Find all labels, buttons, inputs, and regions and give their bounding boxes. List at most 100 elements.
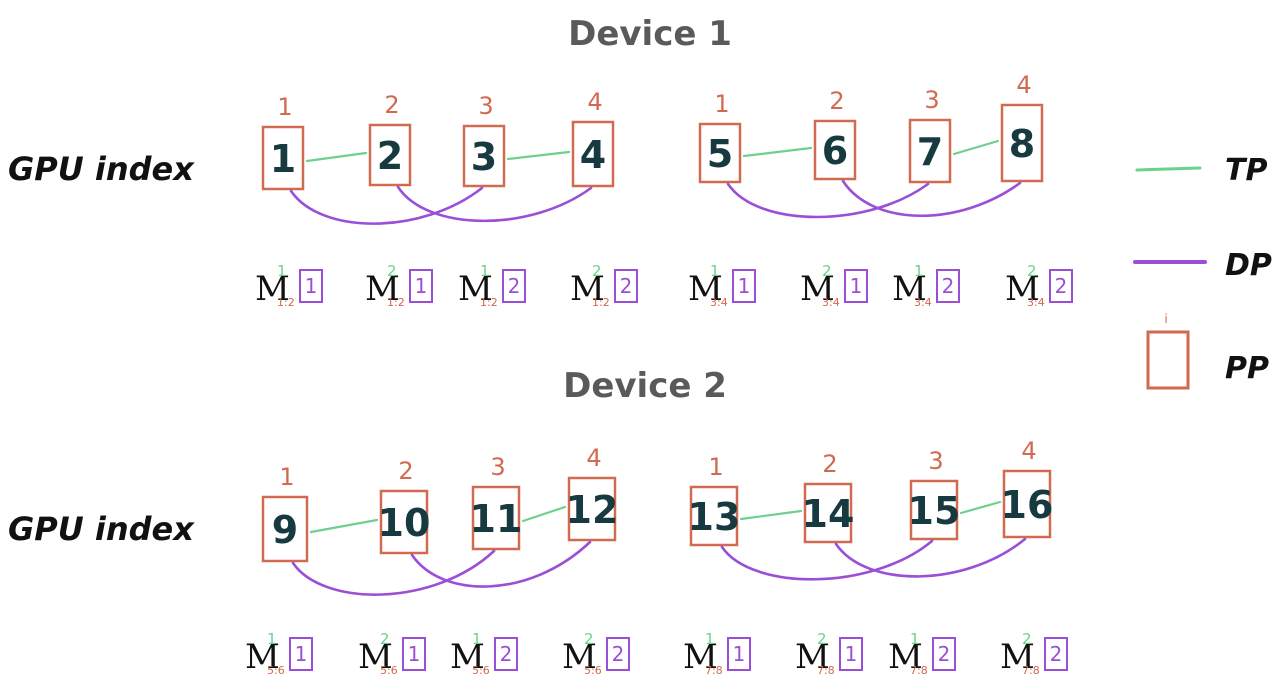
device-1-gpu-box-1 (261, 125, 305, 191)
device-2-model-symbol-2: M (358, 637, 393, 677)
device-2-tp-link-4 (959, 500, 1002, 515)
device-1-model-dp-rank-1: 1 (305, 274, 318, 298)
device-1-model-layer-range-2: 1:2 (387, 296, 405, 309)
device-2-gpu-box-9 (261, 495, 309, 563)
device-2-model-dp-rank-6: 1 (845, 642, 858, 666)
device-1-model-dp-rank-6: 1 (850, 274, 863, 298)
device-2-model-symbol-1: M (245, 637, 280, 677)
device-1-model-label-2: M2 1:2 1 (365, 262, 433, 309)
device-2-model-dp-rank-4: 2 (612, 642, 625, 666)
device-1-model-layer-range-8: 3:4 (1027, 296, 1045, 309)
device-2-model-layer-range-1: 5:6 (267, 664, 285, 677)
device-1-model-symbol-3: M (458, 269, 493, 309)
device-1-model-symbol-5: M (688, 269, 723, 309)
device-1-model-dp-bracket-8 (1049, 269, 1073, 303)
device-1-model-label-3: M1 1:2 2 (458, 262, 526, 309)
device-1-pp-index-3: 3 (478, 92, 493, 120)
device-2-gpu-number-14: 14 (802, 492, 855, 536)
device-2-model-label-7: M1 7:8 2 (888, 630, 956, 677)
device-1-model-tp-rank-5: 1 (710, 262, 720, 280)
device-2-gpu-box-12 (567, 476, 617, 542)
legend-pp-box (1146, 330, 1190, 390)
device-2-model-symbol-7: M (888, 637, 923, 677)
legend-tp-line (1135, 166, 1202, 172)
device-2-gpu-number-11: 11 (470, 497, 523, 541)
legend-tp-label: TP (1225, 153, 1267, 188)
device-2-pp-index-13: 1 (708, 453, 723, 481)
device-1-model-dp-bracket-2 (409, 269, 433, 303)
device-2-model-dp-bracket-2 (402, 637, 426, 671)
device-1-title: Device 1 (568, 14, 732, 54)
device-1-gpu-number-7: 7 (917, 130, 943, 174)
device-2-model-dp-bracket-8 (1044, 637, 1068, 671)
device-2-dp-link-3 (720, 539, 934, 581)
device-2-model-layer-range-8: 7:8 (1022, 664, 1040, 677)
device-1-model-tp-rank-7: 1 (914, 262, 924, 280)
device-2-model-dp-bracket-5 (727, 637, 751, 671)
device-1-model-dp-rank-5: 1 (738, 274, 751, 298)
device-1-model-symbol-1: M (255, 269, 290, 309)
device-1-dp-link-2 (396, 185, 593, 223)
device-2-model-tp-rank-7: 1 (910, 630, 920, 648)
device-2-gpu-number-15: 15 (908, 489, 961, 533)
device-1-row-label: GPU index (8, 150, 195, 188)
device-1-model-dp-rank-4: 2 (620, 274, 633, 298)
device-1-gpu-number-1: 1 (270, 137, 296, 181)
device-1-pp-index-8: 4 (1016, 71, 1031, 99)
device-2-gpu-number-12: 12 (566, 488, 619, 532)
device-2-pp-index-14: 2 (822, 450, 837, 478)
device-1-model-dp-rank-7: 2 (942, 274, 955, 298)
device-2-gpu-box-15 (909, 479, 959, 541)
device-2-model-label-6: M2 7:8 1 (795, 630, 863, 677)
legend-pp-index: i (1164, 312, 1167, 326)
device-1-tp-link-3 (742, 146, 813, 158)
device-2-model-symbol-4: M (562, 637, 597, 677)
device-2-model-dp-rank-3: 2 (500, 642, 513, 666)
device-1-model-layer-range-5: 3:4 (710, 296, 728, 309)
device-1-pp-index-1: 1 (277, 93, 292, 121)
device-1-model-dp-bracket-4 (614, 269, 638, 303)
device-2-model-symbol-6: M (795, 637, 830, 677)
device-2-dp-link-4 (834, 537, 1027, 578)
device-2-model-dp-bracket-6 (839, 637, 863, 671)
device-1-model-tp-rank-8: 2 (1027, 262, 1037, 280)
device-1-model-label-7: M1 3:4 2 (892, 262, 960, 309)
device-2-model-dp-bracket-7 (932, 637, 956, 671)
device-1-gpu-box-7 (908, 118, 952, 184)
device-2-row-label: GPU index (8, 510, 195, 548)
device-2-model-dp-bracket-4 (606, 637, 630, 671)
device-1-gpu-box-5 (698, 122, 742, 184)
device-1-dp-link-4 (841, 179, 1022, 217)
device-2-model-tp-rank-4: 2 (584, 630, 594, 648)
device-2-gpu-box-16 (1002, 469, 1052, 539)
device-2-gpu-number-10: 10 (378, 501, 431, 545)
device-2-pp-index-16: 4 (1021, 437, 1036, 465)
device-2-model-layer-range-5: 7:8 (705, 664, 723, 677)
device-1-gpu-box-6 (813, 119, 857, 181)
device-2-model-symbol-5: M (683, 637, 718, 677)
device-2-dp-link-2 (410, 540, 592, 588)
device-1-model-tp-rank-1: 1 (277, 262, 287, 280)
device-1-model-label-6: M2 3:4 1 (800, 262, 868, 309)
device-2-tp-link-3 (739, 509, 803, 521)
device-1-gpu-box-2 (368, 123, 412, 187)
device-1-pp-index-4: 4 (587, 88, 602, 116)
device-2-model-dp-rank-2: 1 (408, 642, 421, 666)
device-1-pp-index-7: 3 (924, 86, 939, 114)
device-1-model-symbol-6: M (800, 269, 835, 309)
device-2-model-label-2: M2 5:6 1 (358, 630, 426, 677)
device-2-tp-link-1 (309, 518, 379, 534)
device-2-model-tp-rank-6: 2 (817, 630, 827, 648)
device-1-gpu-number-3: 3 (471, 135, 497, 179)
device-1-model-layer-range-7: 3:4 (914, 296, 932, 309)
device-2-gpu-box-10 (379, 489, 429, 555)
device-1-model-dp-bracket-7 (936, 269, 960, 303)
device-2-model-layer-range-6: 7:8 (817, 664, 835, 677)
device-1-model-tp-rank-6: 2 (822, 262, 832, 280)
device-2-model-symbol-3: M (450, 637, 485, 677)
device-2-model-dp-bracket-3 (494, 637, 518, 671)
device-1-model-symbol-7: M (892, 269, 927, 309)
device-1-dp-link-3 (726, 182, 930, 219)
device-1-model-tp-rank-2: 2 (387, 262, 397, 280)
